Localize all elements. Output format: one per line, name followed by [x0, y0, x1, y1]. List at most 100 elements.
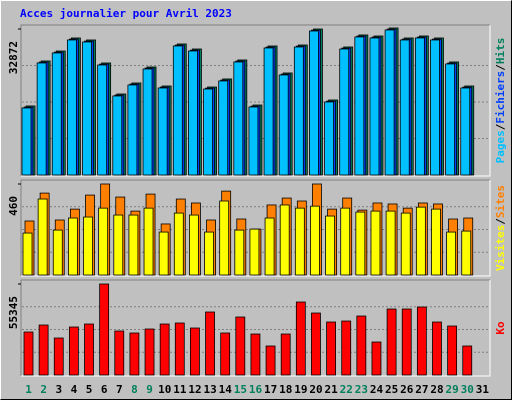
bar: [188, 50, 198, 176]
bar: [354, 36, 365, 176]
bar: [82, 41, 92, 176]
legend-separator: /: [494, 218, 507, 225]
bar: [371, 341, 382, 376]
bar: [113, 214, 124, 276]
bar: [355, 211, 366, 276]
panel-edge: [20, 179, 490, 276]
x-tick-label: 29: [446, 383, 459, 396]
bar: [339, 48, 350, 176]
bar: [384, 29, 395, 176]
legend-entry: Fichiers: [494, 71, 507, 124]
bar: [399, 39, 410, 176]
legend-entry: Visites: [494, 225, 507, 271]
panel-edge: [20, 24, 490, 176]
bar: [67, 217, 78, 276]
bar: [204, 231, 214, 276]
bar: [38, 324, 49, 376]
legend-separator: /: [494, 64, 507, 71]
bar: [447, 325, 458, 376]
bar: [203, 88, 213, 176]
bar: [174, 322, 185, 376]
bar: [432, 321, 442, 376]
x-tick-label: 18: [279, 383, 292, 396]
bar: [218, 80, 229, 176]
legend-entry: Ko: [494, 321, 507, 335]
bar: [83, 216, 93, 276]
x-tick-label: 16: [249, 383, 263, 396]
y-tick-label: 32872: [7, 41, 20, 74]
x-tick-label: 19: [294, 383, 307, 396]
bar: [356, 315, 367, 376]
bar: [293, 46, 304, 176]
bar: [157, 87, 168, 176]
bar: [248, 106, 259, 176]
bar: [309, 30, 319, 176]
panel-edge: [21, 180, 491, 277]
legend-entry: Hits: [494, 38, 507, 65]
bar: [264, 217, 275, 276]
bar: [401, 308, 412, 376]
legend: Ko: [494, 321, 507, 335]
chart-title: Acces journalier pour Avril 2023: [20, 7, 232, 20]
x-tick-label: 14: [219, 383, 233, 396]
bar: [461, 230, 472, 276]
x-tick-label: 27: [415, 383, 428, 396]
bar: [278, 74, 289, 176]
x-tick-label: 24: [370, 383, 384, 396]
bar: [460, 87, 471, 176]
bar: [265, 345, 276, 376]
bar: [98, 207, 109, 276]
x-tick-label: 30: [461, 383, 474, 396]
bar: [310, 205, 320, 276]
x-tick-label: 11: [173, 383, 187, 396]
bar: [22, 232, 33, 276]
bar: [173, 212, 184, 276]
bar: [416, 306, 427, 376]
bar: [370, 210, 381, 276]
bar: [36, 62, 47, 176]
bar: [295, 301, 306, 376]
bar: [21, 107, 32, 176]
x-tick-label: 3: [56, 383, 63, 396]
bar: [280, 333, 291, 376]
bar: [233, 61, 244, 176]
bar: [326, 321, 336, 376]
panel-edge: [21, 280, 491, 377]
y-tick-label: 460: [7, 196, 20, 216]
bar: [415, 206, 426, 276]
bar: [446, 231, 457, 276]
bar: [311, 312, 321, 376]
bar: [249, 228, 260, 276]
bar: [172, 45, 183, 176]
bar: [340, 207, 351, 276]
bar: [51, 52, 62, 176]
bar: [263, 47, 274, 176]
x-tick-label: 22: [340, 383, 353, 396]
x-tick-label: 5: [86, 383, 93, 396]
bar: [127, 84, 138, 176]
legend-separator: /: [494, 123, 507, 130]
bar: [431, 208, 441, 276]
x-tick-label: 26: [400, 383, 414, 396]
bar: [250, 333, 261, 376]
legend: Pages/Fichiers/Hits: [494, 38, 507, 164]
bar: [129, 332, 140, 376]
bar: [205, 311, 215, 376]
x-tick-label: 12: [188, 383, 201, 396]
bar: [235, 316, 246, 376]
bar: [414, 37, 425, 176]
bar: [97, 64, 108, 176]
bar: [143, 207, 154, 276]
x-tick-label: 21: [325, 383, 339, 396]
x-tick-label: 10: [158, 383, 171, 396]
bar: [462, 345, 473, 376]
bar: [52, 229, 63, 276]
bar: [68, 326, 79, 376]
bar: [325, 215, 335, 276]
x-tick-label: 31: [476, 383, 490, 396]
x-tick-label: 8: [131, 383, 138, 396]
bar: [84, 323, 94, 376]
x-tick-label: 1: [25, 383, 32, 396]
bar: [400, 212, 411, 276]
x-tick-label: 6: [101, 383, 108, 396]
